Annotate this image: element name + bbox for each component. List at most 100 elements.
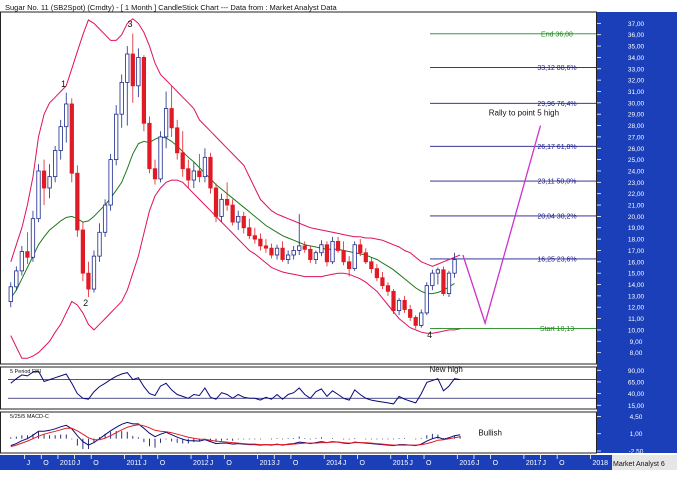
candle-down	[413, 317, 418, 326]
candle-down	[230, 204, 235, 223]
bollinger-upper-line	[10, 18, 461, 267]
x-tick-label: 2012	[193, 460, 209, 467]
y-tick-label: 18,00	[628, 237, 645, 244]
x-tick-label: 2013	[260, 460, 276, 467]
y-tick-label: 15,00	[628, 271, 645, 278]
y-tick-label: 8,00	[630, 350, 643, 357]
y-tick-label: 34,00	[628, 55, 645, 62]
x-axis-background	[0, 455, 612, 470]
candle-up	[202, 156, 208, 178]
candle-up	[274, 247, 280, 256]
fib-level-label: 23,11 50,0%	[538, 179, 577, 186]
x-tick-label: J	[276, 460, 280, 467]
y-tick-label: 23,00	[628, 180, 645, 187]
candle-down	[41, 170, 47, 189]
candle-down	[69, 103, 74, 174]
macd-signal-line	[10, 424, 461, 448]
y-tick-label: 33,00	[628, 66, 645, 73]
y-tick-label: 36,00	[628, 32, 645, 39]
candle-up	[430, 272, 435, 287]
x-tick-label: O	[293, 460, 299, 467]
candle-down	[363, 252, 368, 263]
y-tick-label: 30,00	[628, 100, 645, 107]
macd-panel: 5/25/5 MACD-C Bullish	[10, 414, 502, 450]
candle-up	[108, 159, 113, 206]
candle-down	[186, 168, 191, 181]
y-axis[interactable]: 8,00 9,00 10,00 11,00 12,00 13,00 14,00 15,00 16…	[597, 12, 677, 456]
candle-down	[80, 229, 86, 274]
x-tick-label: O	[493, 460, 499, 467]
macd-y-tick-label: 4,50	[630, 414, 643, 421]
fib-level-label: 26,17 61,8%	[537, 144, 576, 151]
candle-up	[396, 300, 402, 312]
fib-level-label: 33,12 88,6%	[537, 65, 576, 72]
candle-up	[19, 251, 24, 272]
candle-up	[297, 245, 302, 251]
brand-label: Market Analyst 6	[613, 461, 665, 468]
candle-up	[163, 108, 169, 138]
panel-frame-macd	[0, 411, 597, 454]
candle-up	[119, 82, 124, 115]
candle-up	[319, 244, 324, 254]
annotation-rally: Rally to point 5 high	[489, 108, 559, 117]
candle-down	[324, 244, 330, 263]
x-tick-label: 2011	[126, 460, 141, 467]
candle-down	[175, 127, 180, 154]
candle-down	[213, 187, 219, 217]
x-tick-label: J	[143, 460, 147, 467]
y-tick-label: 16,00	[628, 259, 645, 266]
candle-down	[408, 309, 413, 318]
x-tick-label: J	[543, 460, 547, 467]
candle-up	[419, 312, 424, 326]
x-tick-label: O	[93, 460, 99, 467]
x-tick-label: J	[210, 460, 214, 467]
candle-down	[247, 227, 252, 237]
x-axis[interactable]: J O 2010 J O 2011 J O 2012 J O 2013 J O 2014 J O 2015 J O 20…	[0, 455, 677, 470]
wave-label: 3	[128, 19, 133, 29]
candle-down	[402, 300, 407, 310]
candle-up	[330, 240, 335, 263]
y-tick-label: 27,00	[628, 134, 645, 141]
candle-down	[380, 277, 385, 287]
y-tick-label: 14,00	[628, 282, 645, 289]
candle-down	[224, 198, 230, 206]
macd-title: 5/25/5 MACD-C	[10, 414, 49, 420]
y-tick-label: 29,00	[628, 112, 645, 119]
rsi-y-tick-label: 40,00	[628, 391, 645, 398]
candle-up	[291, 250, 296, 256]
fib-level-label: 16,25 23,6%	[537, 256, 576, 263]
candle-up	[36, 170, 41, 220]
x-tick-label: J	[476, 460, 480, 467]
candle-down	[441, 269, 446, 295]
bollinger-lower-line	[10, 179, 461, 359]
x-tick-label: 2018	[592, 460, 608, 467]
candle-down	[302, 245, 307, 250]
y-tick-label: 25,00	[628, 157, 645, 164]
x-tick-label: 2010	[60, 460, 76, 467]
candle-up	[14, 270, 19, 288]
y-tick-label: 9,00	[630, 339, 643, 346]
candle-up	[47, 176, 52, 189]
candle-up	[58, 126, 63, 151]
candle-up	[191, 170, 196, 181]
y-tick-label: 17,00	[628, 248, 645, 255]
x-tick-label: 2014	[326, 460, 342, 467]
candle-up	[125, 53, 130, 83]
rsi-y-tick-label: 15,00	[628, 403, 645, 410]
candle-down	[374, 268, 380, 279]
candle-down	[335, 240, 341, 251]
fib-level-label: Start 10,13	[540, 326, 574, 333]
candle-down	[241, 215, 246, 229]
panel-frame-rsi	[0, 366, 597, 410]
y-tick-label: 10,00	[628, 327, 645, 334]
candle-up	[286, 254, 291, 260]
candle-up	[30, 218, 36, 258]
candle-up	[446, 272, 452, 294]
candle-down	[141, 57, 147, 124]
x-tick-label: O	[160, 460, 166, 467]
candle-down	[369, 261, 374, 270]
candle-down	[252, 235, 257, 240]
y-tick-label: 20,00	[628, 214, 645, 221]
